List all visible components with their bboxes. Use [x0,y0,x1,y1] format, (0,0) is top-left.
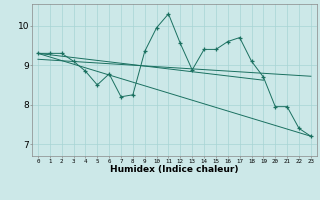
X-axis label: Humidex (Indice chaleur): Humidex (Indice chaleur) [110,165,239,174]
